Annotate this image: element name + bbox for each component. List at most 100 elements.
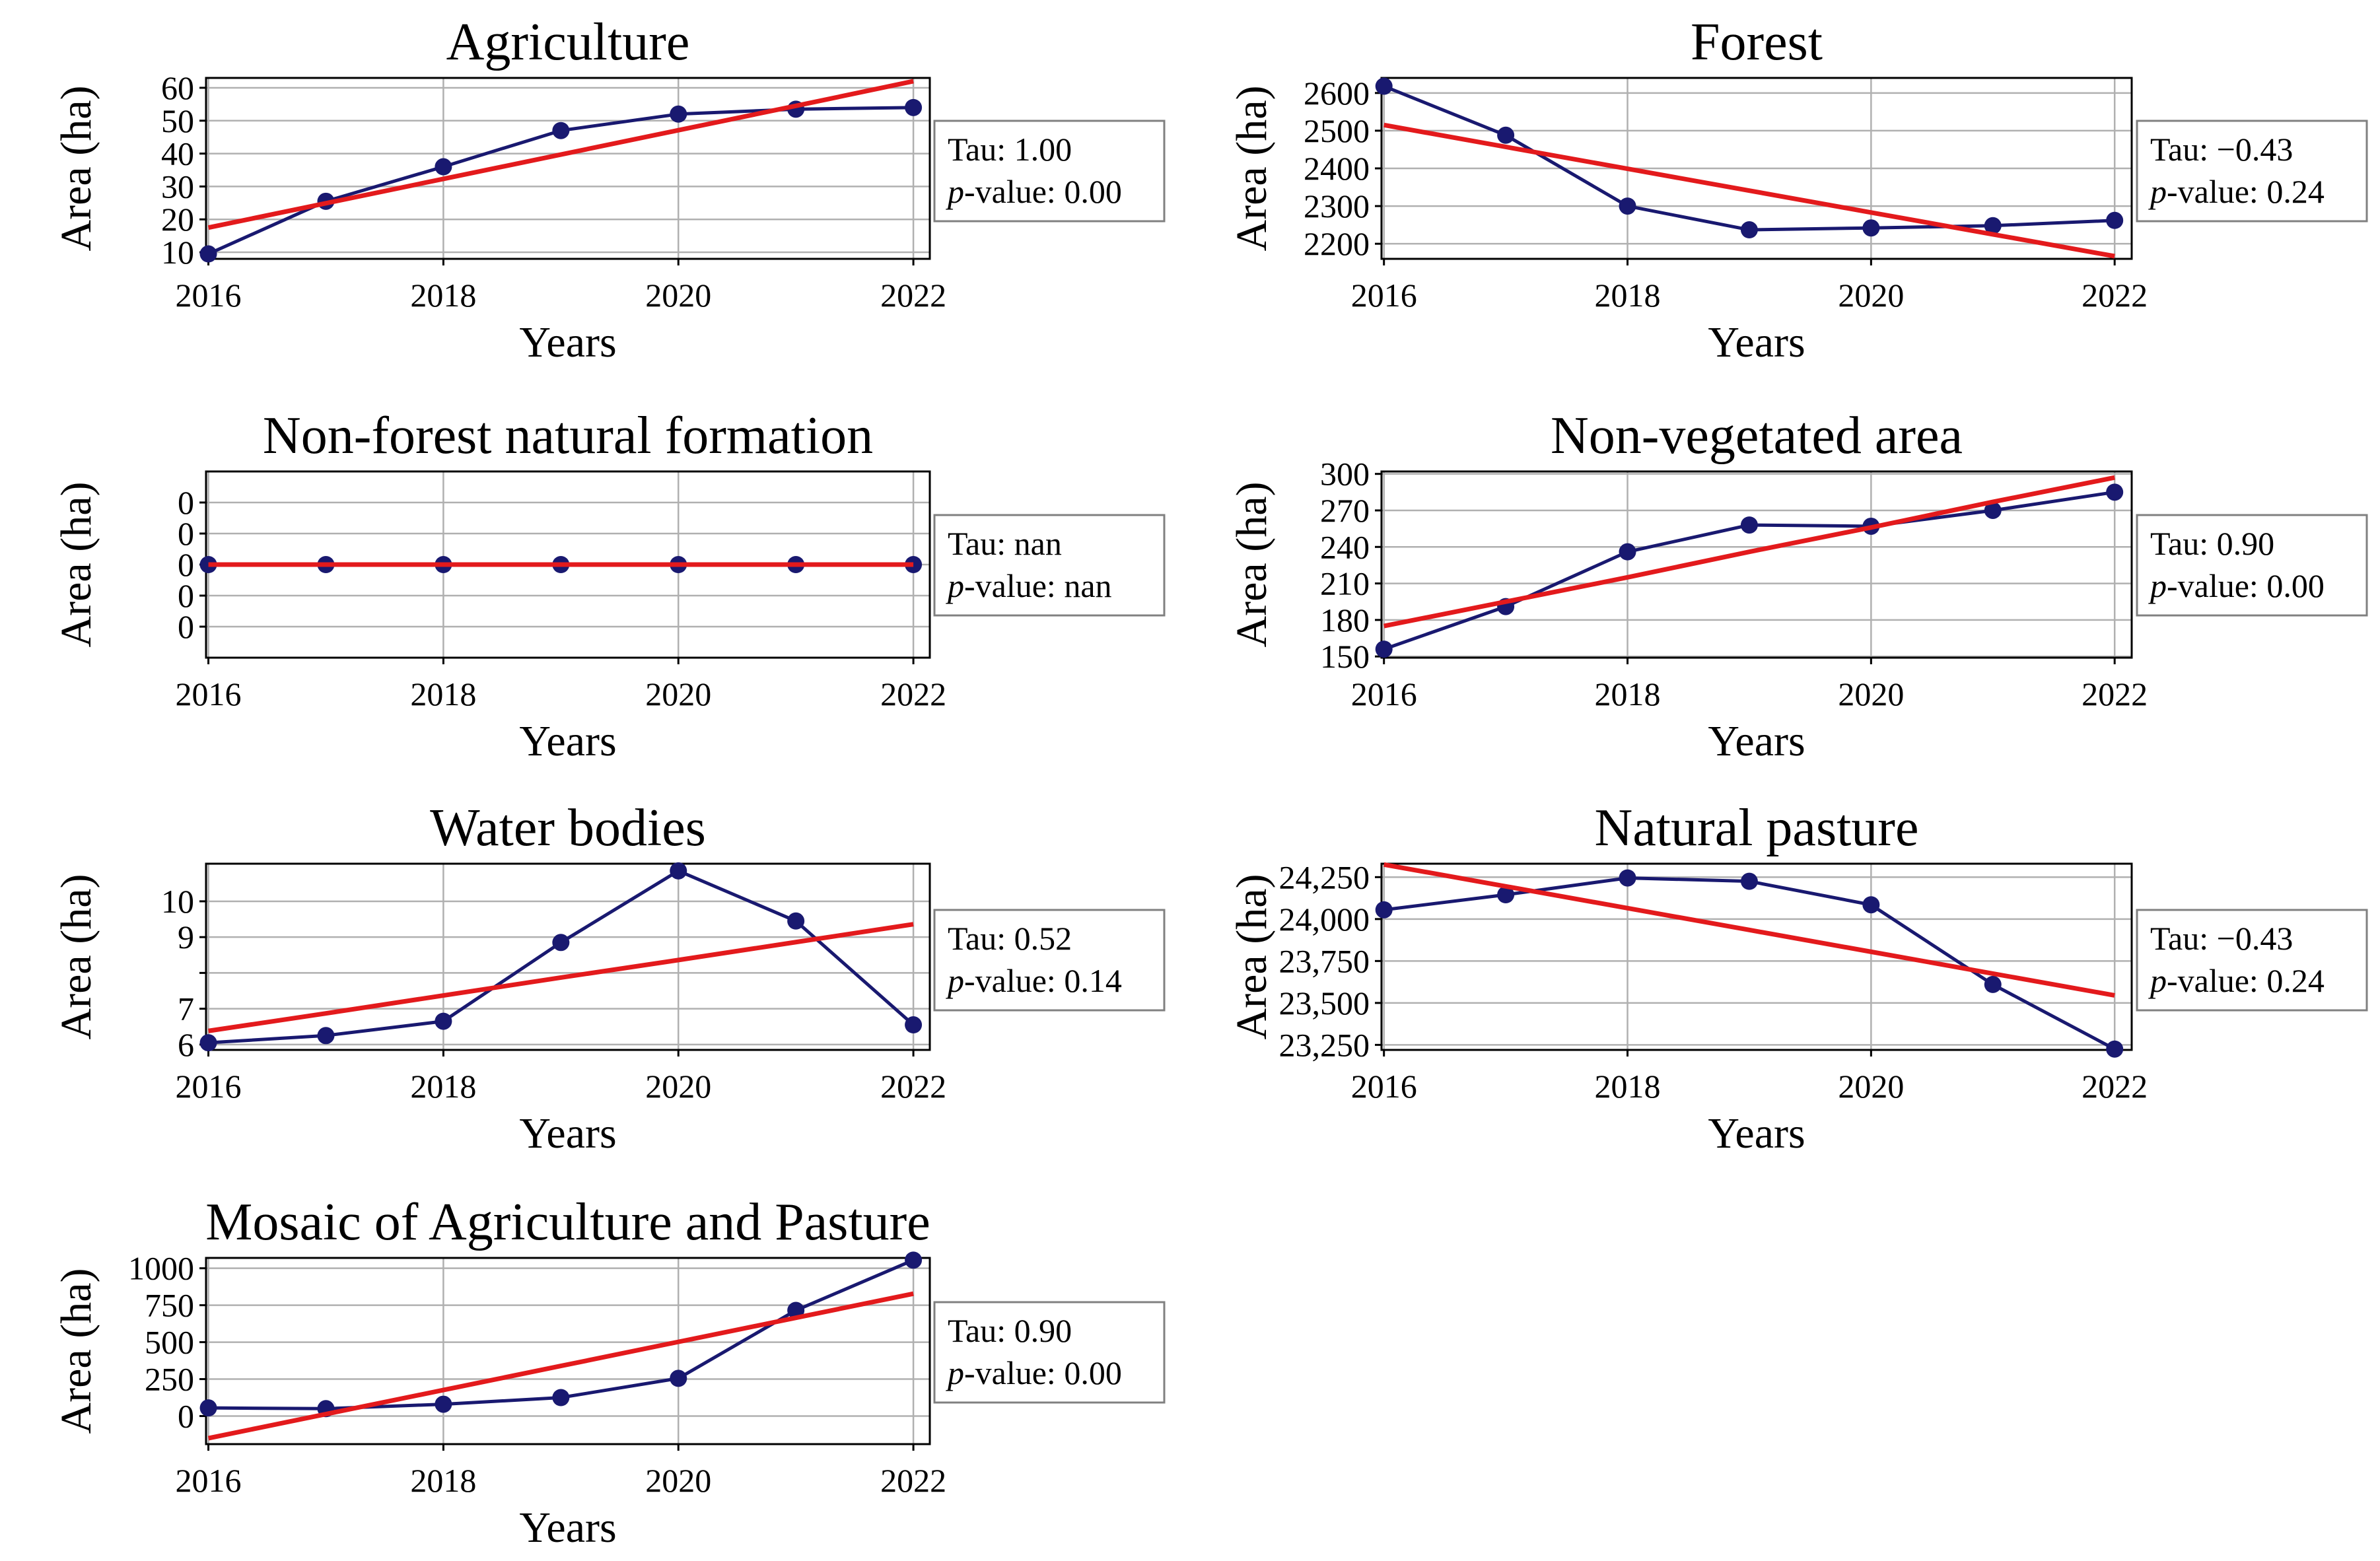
x-tick-label: 2020 xyxy=(645,277,711,314)
y-tick-label: 40 xyxy=(161,135,194,172)
x-tick-label: 2022 xyxy=(880,277,946,314)
y-tick-label: 0 xyxy=(178,577,194,614)
x-tick-label: 2016 xyxy=(176,277,242,314)
y-tick-label: 250 xyxy=(145,1361,194,1398)
p-symbol: p xyxy=(946,962,964,999)
y-tick-label: 7 xyxy=(178,990,194,1027)
p-value: p-value: nan xyxy=(946,567,1112,604)
plot-frame xyxy=(1380,862,2133,1051)
p-value: p-value: 0.00 xyxy=(946,1354,1122,1391)
x-tick-label: 2016 xyxy=(176,1462,242,1499)
y-axis-label: Area (ha) xyxy=(52,874,100,1040)
observed-data-point xyxy=(317,1027,335,1045)
observed-data-point xyxy=(1375,901,1393,919)
y-tick-label: 750 xyxy=(145,1287,194,1324)
y-tick-label: 1000 xyxy=(128,1250,194,1287)
y-tick-label: 210 xyxy=(1320,565,1370,602)
y-axis-label: Area (ha) xyxy=(52,482,100,648)
trend-line xyxy=(1383,122,2115,259)
observed-data-point xyxy=(1740,516,1758,534)
y-tick-label: 0 xyxy=(178,608,194,645)
y-tick-label: 2600 xyxy=(1304,75,1370,112)
p-symbol: p xyxy=(946,173,964,210)
p-value: p-value: 0.00 xyxy=(946,173,1122,210)
observed-data-point xyxy=(670,1370,687,1387)
x-tick-label: 2022 xyxy=(2082,277,2148,314)
y-tick-label: 270 xyxy=(1320,492,1370,529)
observed-data-point xyxy=(670,862,687,880)
plot-frame xyxy=(205,77,931,260)
p-symbol: p xyxy=(2148,567,2167,604)
chart-title: Natural pasture xyxy=(1595,799,1919,857)
y-axis-label: Area (ha) xyxy=(1228,86,1276,252)
y-tick-label: 20 xyxy=(161,201,194,238)
tau-value: Tau: −0.43 xyxy=(2150,131,2293,168)
observed-data-point xyxy=(905,98,923,116)
y-tick-label: 180 xyxy=(1320,602,1370,639)
observed-data-point xyxy=(1862,896,1880,914)
x-axis-label: Years xyxy=(519,1504,616,1552)
observed-series-line xyxy=(207,1258,915,1410)
y-tick-label: 2300 xyxy=(1304,188,1370,225)
x-tick-label: 2022 xyxy=(880,1462,946,1499)
y-tick-label: 300 xyxy=(1320,456,1370,493)
observed-data-point xyxy=(1740,221,1758,239)
x-tick-label: 2018 xyxy=(1595,1068,1661,1105)
x-tick-label: 2016 xyxy=(176,1068,242,1105)
p-value-text: -value: 0.24 xyxy=(2167,173,2325,210)
observed-data-point xyxy=(435,158,452,176)
x-tick-label: 2020 xyxy=(645,1068,711,1105)
observed-data-point xyxy=(435,1012,452,1030)
x-tick-label: 2016 xyxy=(1351,277,1417,314)
p-value-text: -value: 0.00 xyxy=(964,173,1122,210)
x-tick-label: 2020 xyxy=(645,1462,711,1499)
p-symbol: p xyxy=(2148,173,2167,210)
y-tick-label: 0 xyxy=(178,1397,194,1434)
observed-data-point xyxy=(1984,217,2002,234)
y-tick-label: 50 xyxy=(161,102,194,139)
stats-box xyxy=(933,1301,1166,1404)
p-value: p-value: 0.24 xyxy=(2148,962,2325,999)
y-axis-label: Area (ha) xyxy=(52,1268,100,1434)
x-tick-label: 2016 xyxy=(176,676,242,712)
chart-title: Mosaic of Agriculture and Pasture xyxy=(205,1193,930,1251)
x-tick-label: 2022 xyxy=(880,1068,946,1105)
plot-frame xyxy=(205,862,931,1051)
x-tick-label: 2018 xyxy=(1595,277,1661,314)
tau-value: Tau: nan xyxy=(948,525,1062,562)
observed-data-point xyxy=(1984,975,2002,993)
p-symbol: p xyxy=(946,567,964,604)
subplot-6: 2016 2018 2020 2022 23,250 23,500 23,750 24,000… xyxy=(1228,799,2368,1158)
x-tick-label: 2018 xyxy=(410,277,476,314)
p-value: p-value: 0.24 xyxy=(2148,173,2325,210)
x-tick-label: 2022 xyxy=(2082,1068,2148,1105)
x-tick-label: 2016 xyxy=(1351,1068,1417,1105)
observed-data-point xyxy=(1619,869,1636,887)
observed-data-point xyxy=(1619,543,1636,561)
trend-line xyxy=(1383,862,2115,998)
y-tick-label: 30 xyxy=(161,168,194,205)
x-tick-label: 2020 xyxy=(1838,277,1904,314)
subplot-5: 2016 2018 2020 2022 67 910 Water bodies Years Ar… xyxy=(52,799,1166,1158)
y-tick-label: 60 xyxy=(161,69,194,106)
y-tick-label: 10 xyxy=(161,234,194,271)
y-tick-label: 240 xyxy=(1320,528,1370,565)
x-tick-label: 2022 xyxy=(880,676,946,712)
p-value-text: -value: 0.00 xyxy=(964,1354,1122,1391)
x-axis-label: Years xyxy=(519,318,616,366)
y-tick-label: 500 xyxy=(145,1324,194,1361)
chart-title: Non-forest natural formation xyxy=(263,407,873,465)
y-tick-label: 2500 xyxy=(1304,112,1370,149)
stats-box xyxy=(933,120,1166,223)
p-value: p-value: 0.14 xyxy=(946,962,1122,999)
stats-box xyxy=(2136,120,2368,223)
observed-data-point xyxy=(199,1034,217,1052)
x-tick-label: 2018 xyxy=(1595,676,1661,712)
p-value-text: -value: 0.14 xyxy=(964,962,1122,999)
x-tick-label: 2018 xyxy=(410,676,476,712)
